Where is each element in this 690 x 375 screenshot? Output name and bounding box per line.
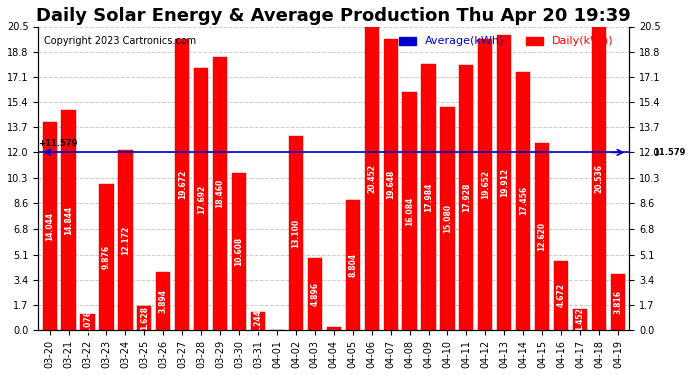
Text: 17.984: 17.984 xyxy=(424,182,433,212)
Text: 14.844: 14.844 xyxy=(64,206,73,235)
Text: 18.460: 18.460 xyxy=(216,179,225,208)
Bar xyxy=(346,200,360,330)
Text: Copyright 2023 Cartronics.com: Copyright 2023 Cartronics.com xyxy=(44,36,197,46)
Bar xyxy=(326,327,341,330)
Text: 13.100: 13.100 xyxy=(291,219,300,248)
Text: 20.536: 20.536 xyxy=(595,164,604,192)
Title: Daily Solar Energy & Average Production Thu Apr 20 19:39: Daily Solar Energy & Average Production … xyxy=(37,7,631,25)
Bar xyxy=(175,39,189,330)
Bar xyxy=(554,261,568,330)
Text: 20.452: 20.452 xyxy=(367,164,376,193)
Text: 11.579: 11.579 xyxy=(653,148,685,157)
Text: 1.452: 1.452 xyxy=(575,308,584,331)
Text: 15.080: 15.080 xyxy=(443,204,452,233)
Bar xyxy=(118,150,132,330)
Bar xyxy=(43,122,57,330)
Text: 1.076: 1.076 xyxy=(83,310,92,334)
Bar xyxy=(497,35,511,330)
Text: 14.044: 14.044 xyxy=(45,211,54,241)
Bar xyxy=(516,72,531,330)
Text: 17.928: 17.928 xyxy=(462,183,471,212)
Text: 16.084: 16.084 xyxy=(405,196,414,226)
Text: 3.816: 3.816 xyxy=(613,290,622,314)
Bar xyxy=(573,309,587,330)
Bar xyxy=(478,39,493,330)
Bar xyxy=(440,107,455,330)
Bar xyxy=(81,314,95,330)
Text: +11.579: +11.579 xyxy=(38,139,78,148)
Text: 10.608: 10.608 xyxy=(235,237,244,266)
Text: 19.648: 19.648 xyxy=(386,170,395,199)
Bar xyxy=(422,64,435,330)
Bar xyxy=(364,27,379,330)
Bar xyxy=(402,92,417,330)
Bar xyxy=(460,64,473,330)
Bar xyxy=(232,173,246,330)
Bar xyxy=(611,274,625,330)
Bar xyxy=(194,68,208,330)
Text: 4.672: 4.672 xyxy=(557,284,566,308)
Bar xyxy=(251,312,265,330)
Text: 9.876: 9.876 xyxy=(102,245,111,269)
Bar xyxy=(137,306,152,330)
Bar xyxy=(592,26,606,330)
Text: 12.172: 12.172 xyxy=(121,225,130,255)
Text: 4.896: 4.896 xyxy=(310,282,319,306)
Bar xyxy=(384,39,397,330)
Bar xyxy=(213,57,227,330)
Bar xyxy=(308,258,322,330)
Text: 12.620: 12.620 xyxy=(538,222,546,251)
Text: 1.628: 1.628 xyxy=(140,306,149,330)
Legend: Average(kWh), Daily(kWh): Average(kWh), Daily(kWh) xyxy=(395,32,618,51)
Text: 3.894: 3.894 xyxy=(159,289,168,313)
Bar xyxy=(535,143,549,330)
Bar xyxy=(61,110,76,330)
Text: 17.456: 17.456 xyxy=(519,186,528,215)
Bar xyxy=(156,272,170,330)
Text: 19.912: 19.912 xyxy=(500,168,509,197)
Text: 19.652: 19.652 xyxy=(481,170,490,199)
Text: 17.692: 17.692 xyxy=(197,184,206,214)
Bar xyxy=(99,184,114,330)
Text: 19.672: 19.672 xyxy=(178,170,187,199)
Text: 8.804: 8.804 xyxy=(348,253,357,277)
Bar xyxy=(289,136,303,330)
Text: 1.244: 1.244 xyxy=(253,309,262,333)
